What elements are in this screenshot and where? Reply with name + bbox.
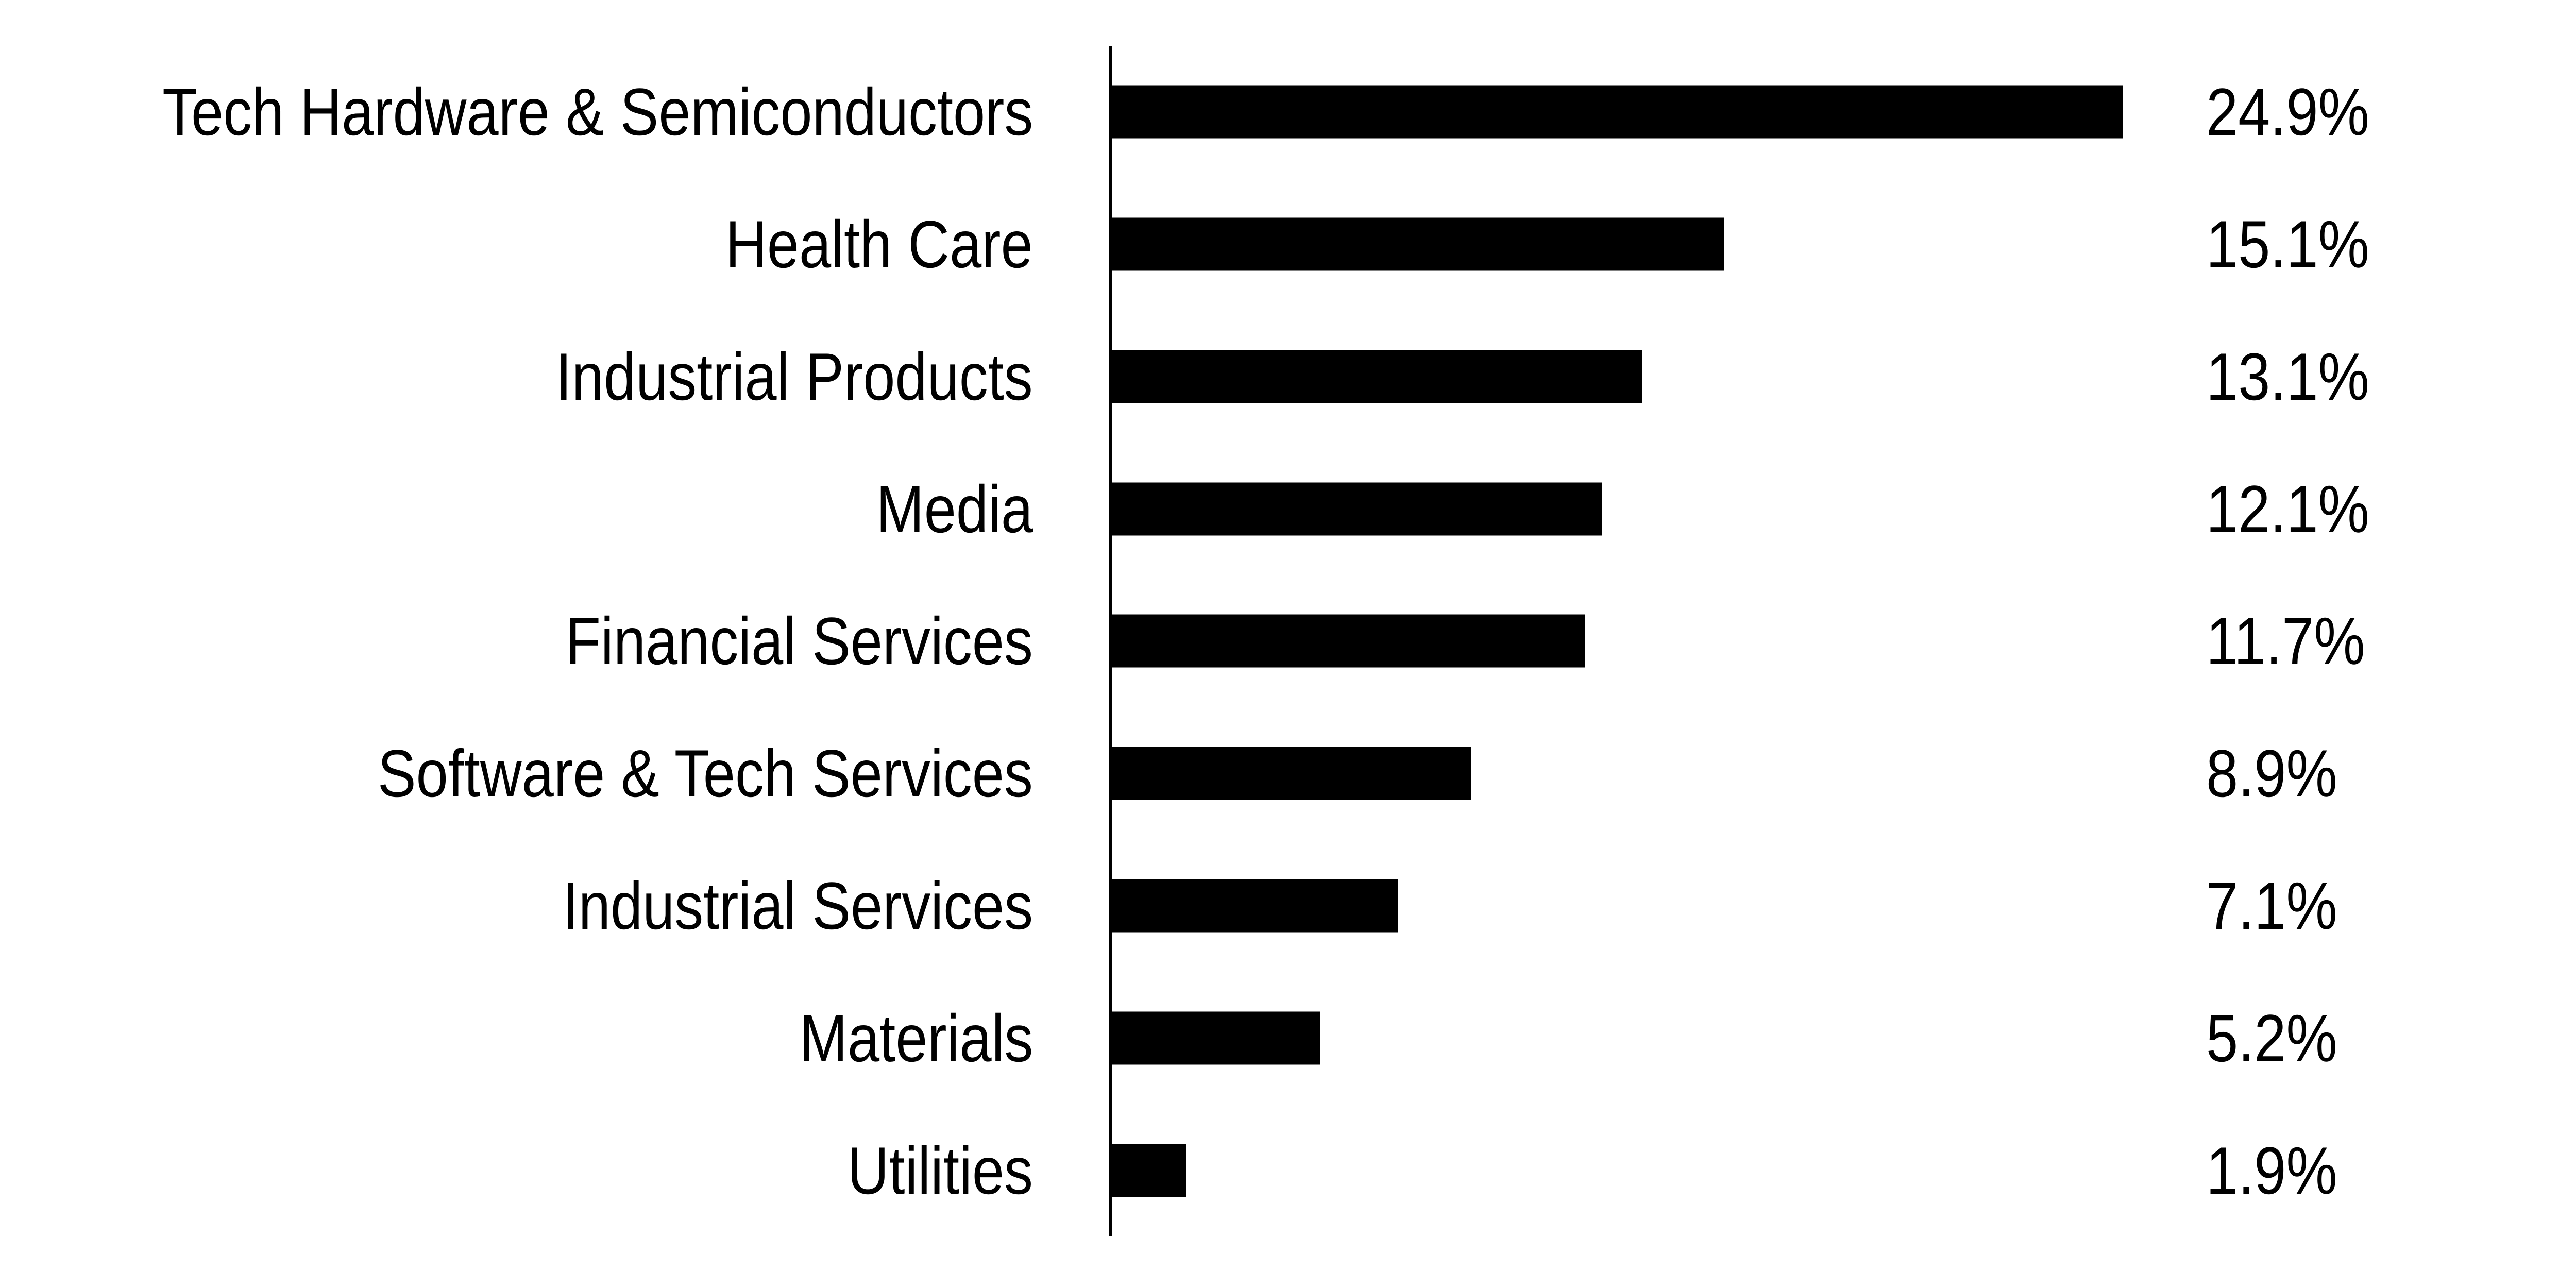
value-label: 11.7% xyxy=(2206,575,2391,707)
value-label: 7.1% xyxy=(2206,840,2359,972)
value-label: 8.9% xyxy=(2206,707,2359,840)
category-label-text: Utilities xyxy=(847,1132,1033,1208)
bar xyxy=(1109,85,2123,139)
chart-row: Industrial Services 7.1% xyxy=(0,840,2576,972)
value-label-text: 13.1% xyxy=(2206,338,2370,414)
category-label: Utilities xyxy=(0,1104,1033,1236)
value-label-text: 7.1% xyxy=(2206,868,2337,944)
category-label: Health Care xyxy=(0,178,1033,311)
bar xyxy=(1109,350,1642,403)
bar xyxy=(1109,879,1398,933)
chart-row: Utilities 1.9% xyxy=(0,1104,2576,1236)
category-label: Tech Hardware & Semiconductors xyxy=(0,46,1033,178)
chart-row: Software & Tech Services 8.9% xyxy=(0,707,2576,840)
value-label: 1.9% xyxy=(2206,1104,2359,1236)
value-label-text: 5.2% xyxy=(2206,1000,2337,1076)
category-label-text: Industrial Products xyxy=(556,338,1033,414)
bar xyxy=(1109,614,1585,668)
category-label: Industrial Services xyxy=(0,840,1033,972)
category-label: Financial Services xyxy=(0,575,1033,707)
category-label-text: Software & Tech Services xyxy=(378,736,1033,811)
category-label: Media xyxy=(0,443,1033,575)
bar xyxy=(1109,747,1471,800)
bar xyxy=(1109,1144,1186,1197)
category-label: Industrial Products xyxy=(0,311,1033,443)
category-label-text: Industrial Services xyxy=(562,868,1033,944)
chart-row: Media 12.1% xyxy=(0,443,2576,575)
value-label-text: 12.1% xyxy=(2206,471,2370,547)
category-label-text: Materials xyxy=(799,1000,1033,1076)
category-label-text: Media xyxy=(876,471,1033,547)
chart-row: Materials 5.2% xyxy=(0,972,2576,1104)
value-label-text: 1.9% xyxy=(2206,1132,2337,1208)
chart-row: Financial Services 11.7% xyxy=(0,575,2576,707)
value-label: 24.9% xyxy=(2206,46,2396,178)
value-label-text: 24.9% xyxy=(2206,74,2370,150)
chart-row: Tech Hardware & Semiconductors 24.9% xyxy=(0,46,2576,178)
value-label-text: 11.7% xyxy=(2206,603,2365,679)
category-label: Software & Tech Services xyxy=(0,707,1033,840)
bar xyxy=(1109,1011,1320,1065)
chart-row: Health Care 15.1% xyxy=(0,178,2576,311)
bar xyxy=(1109,217,1724,271)
chart-row: Industrial Products 13.1% xyxy=(0,311,2576,443)
category-label-text: Tech Hardware & Semiconductors xyxy=(162,74,1033,150)
value-label: 15.1% xyxy=(2206,178,2396,311)
category-label: Materials xyxy=(0,972,1033,1104)
value-label: 5.2% xyxy=(2206,972,2359,1104)
value-label-text: 8.9% xyxy=(2206,736,2337,811)
value-label-text: 15.1% xyxy=(2206,207,2370,282)
value-label: 13.1% xyxy=(2206,311,2396,443)
bar xyxy=(1109,482,1602,536)
category-label-text: Financial Services xyxy=(565,603,1033,679)
value-label: 12.1% xyxy=(2206,443,2396,575)
category-label-text: Health Care xyxy=(725,207,1033,282)
